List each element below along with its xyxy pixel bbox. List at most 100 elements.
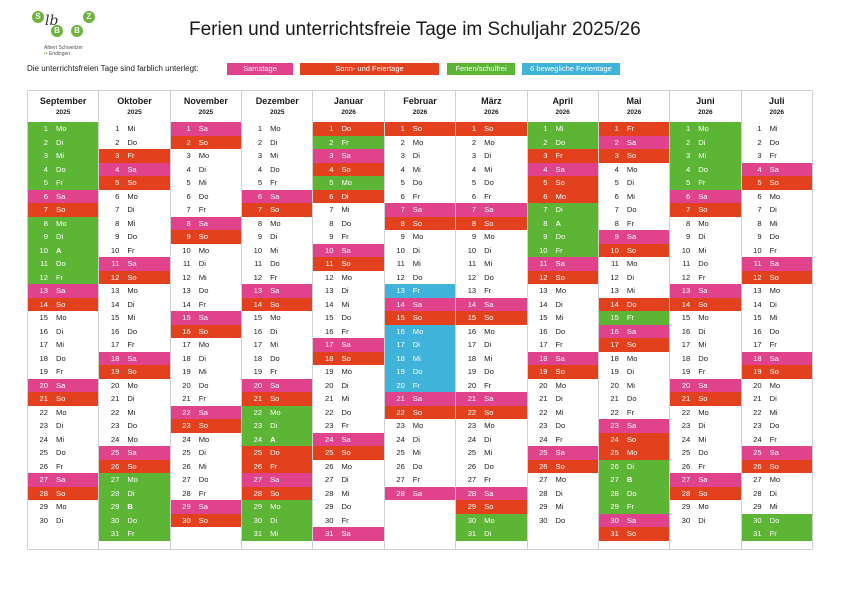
day-row: 28 Mi	[313, 487, 383, 501]
day-number: 3	[329, 151, 334, 160]
day-number: 22	[681, 407, 691, 417]
day-row: 19 Do	[384, 365, 456, 379]
day-row: 13 Fr	[384, 284, 456, 298]
day-number: 20	[610, 380, 619, 390]
day-number: 2	[614, 137, 619, 147]
weekday-label: So	[626, 529, 637, 538]
month-name: Mai	[626, 96, 642, 106]
day-row: 10 Sa	[313, 243, 384, 257]
day-number: 11	[111, 259, 120, 268]
day-row: 1 So	[456, 122, 527, 136]
day-number: 23	[39, 421, 48, 430]
day-number: 28	[182, 488, 191, 498]
day-number: 7	[400, 205, 405, 214]
day-number: 16	[467, 326, 477, 336]
day-row: 10 Fr	[742, 244, 812, 258]
day-number: 19	[753, 367, 762, 376]
day-row: 29 Do	[313, 500, 383, 514]
weekday-label: Do	[341, 218, 352, 228]
weekday-label: Do	[769, 232, 780, 241]
weekday-label: Sa	[56, 380, 66, 390]
day-number: 21	[182, 394, 191, 403]
day-row: 18 Mi	[384, 351, 456, 365]
day-number: 20	[396, 380, 405, 390]
weekday-label: Do	[484, 178, 494, 187]
logo-letter-z: Z	[83, 11, 95, 23]
day-row: 23 Sa	[598, 419, 670, 433]
day-number: 14	[110, 299, 120, 309]
day-number: 11	[682, 259, 691, 268]
weekday-label: Do	[412, 272, 423, 282]
day-number: 24	[324, 434, 334, 444]
month-name: Dezember	[255, 96, 299, 106]
weekday-label: Do	[56, 353, 66, 363]
day-number: 20	[539, 380, 548, 390]
month-name: April	[552, 96, 573, 106]
day-number: 23	[539, 421, 548, 430]
day-number: 19	[110, 367, 120, 376]
day-row: 16 Di	[28, 325, 98, 339]
weekday-label: Fr	[626, 218, 635, 228]
weekday-label: Do	[198, 286, 209, 295]
day-row: 27 Di	[313, 473, 383, 487]
weekday-label: Di	[198, 164, 206, 174]
weekday-label: Di	[412, 151, 420, 160]
day-number: 3	[400, 151, 405, 160]
day-row: 20 Sa	[242, 378, 313, 392]
day-row: 4 Sa	[527, 162, 598, 176]
weekday-label: Fr	[127, 245, 135, 255]
weekday-label: So	[412, 218, 423, 228]
day-row: 3 Fr	[742, 149, 812, 163]
day-row: 2 So	[170, 135, 242, 149]
day-number: 17	[253, 340, 263, 349]
day-row: 13 Do	[171, 284, 241, 298]
day-row: 4 Do	[242, 163, 312, 177]
weekday-label: Sa	[626, 326, 637, 336]
day-number: 8	[115, 218, 120, 228]
day-row: 7 Di	[99, 203, 169, 217]
weekday-label: Do	[698, 259, 708, 268]
day-row: 7 Di	[527, 203, 598, 217]
day-row: 29 Mo	[28, 500, 98, 514]
day-row: 27 B	[598, 473, 670, 487]
day-row: 1 Mi	[527, 122, 598, 136]
weekday-label: Sa	[341, 151, 351, 160]
weekday-label: Mi	[270, 529, 279, 538]
day-number: 30	[539, 515, 548, 525]
day-number: 23	[110, 421, 120, 430]
day-row: 15 So	[384, 311, 456, 325]
day-row: 28 Di	[528, 487, 598, 501]
day-row: 8 So	[384, 216, 456, 230]
day-row: 17 So	[598, 338, 670, 352]
day-number: 27	[610, 475, 619, 484]
weekday-label: Mo	[341, 461, 352, 471]
day-row: 5 Mi	[171, 176, 241, 190]
weekday-label: Mo	[127, 380, 138, 390]
day-number: 29	[539, 502, 548, 511]
day-number: 18	[467, 353, 477, 363]
day-number: 28	[39, 488, 48, 498]
day-number: 11	[254, 259, 263, 268]
weekday-label: Mo	[555, 286, 567, 295]
day-number: 2	[471, 137, 477, 147]
weekday-label: So	[341, 353, 351, 363]
day-row: 20 Mo	[742, 379, 812, 393]
weekday-label: Mi	[698, 340, 707, 349]
day-row: 24 Sa	[313, 432, 384, 446]
day-row: 26 Fr	[670, 460, 740, 474]
day-row: 13 Mo	[99, 284, 169, 298]
day-number: 29	[681, 502, 691, 511]
weekday-label: Sa	[198, 218, 209, 228]
day-row: 29 Mi	[742, 500, 812, 514]
weekday-label: Di	[56, 421, 64, 430]
weekday-label: Di	[56, 137, 64, 147]
day-row: 12 Fr	[670, 271, 740, 285]
weekday-label: Mo	[555, 380, 567, 390]
day-row: 28 Sa	[456, 486, 527, 500]
day-row: 10 Mi	[670, 244, 740, 258]
day-number: 16	[539, 326, 548, 336]
weekday-label: Fr	[198, 299, 206, 309]
day-number: 14	[681, 299, 691, 309]
day-row: 20 Mo	[99, 379, 169, 393]
day-number: 16	[324, 326, 334, 336]
